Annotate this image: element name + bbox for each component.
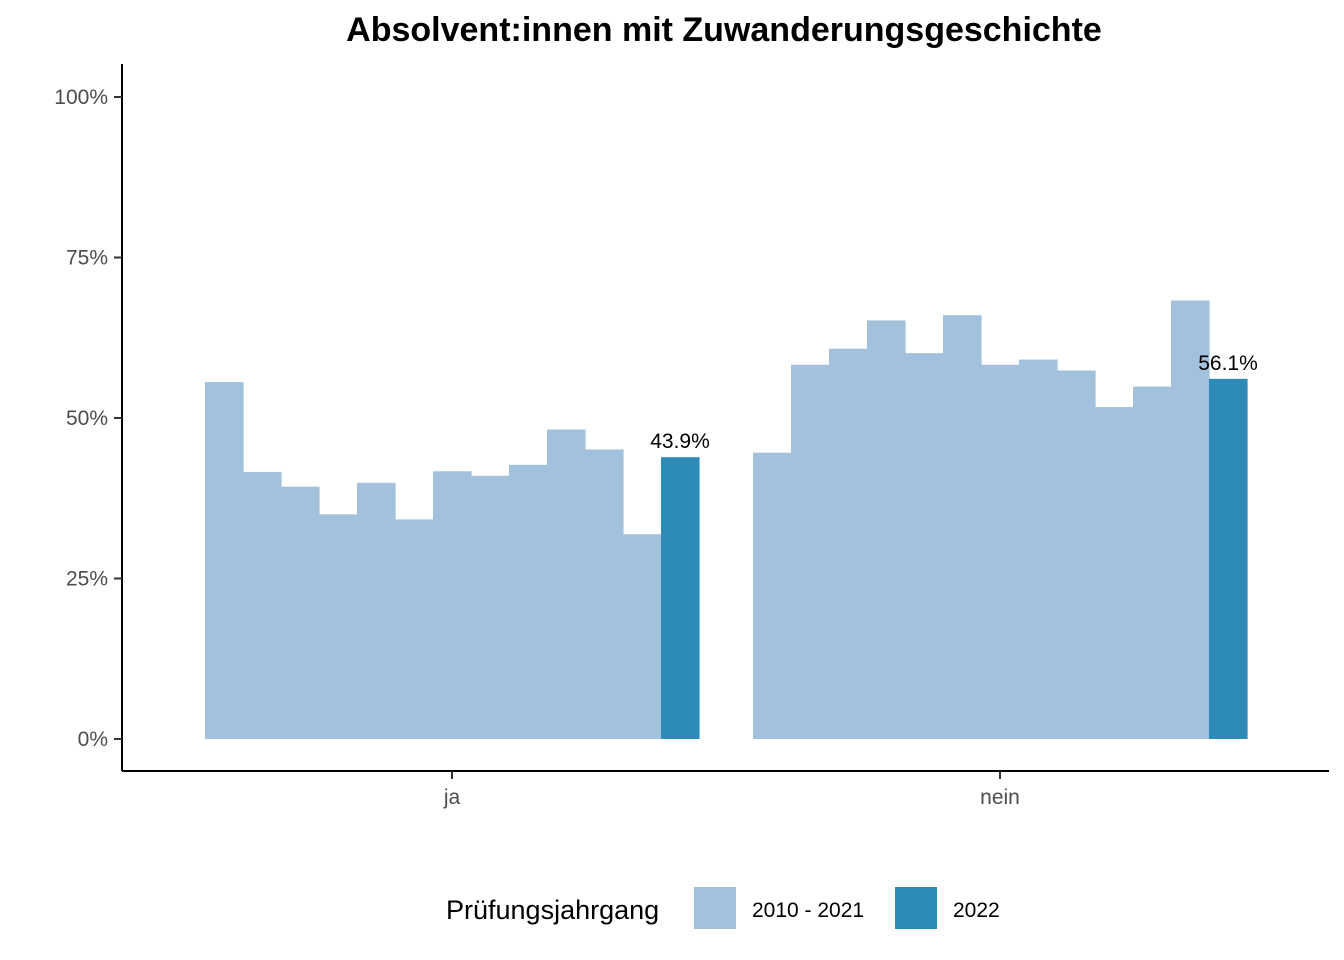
data-label-nein: 56.1% [1198, 352, 1258, 375]
y-tick-label: 75% [66, 247, 108, 270]
legend-title: Prüfungsjahrgang [446, 895, 659, 925]
bar-ja-7 [433, 471, 472, 739]
bar-nein-9 [1057, 370, 1096, 739]
bar-ja-11 [585, 449, 624, 739]
legend: Prüfungsjahrgang 2010 - 2021 2022 [446, 887, 1000, 929]
bar-ja-4 [319, 514, 358, 739]
legend-swatch-2010-2021 [694, 887, 736, 929]
bar-ja-13 [661, 457, 700, 739]
legend-label-2010-2021: 2010 - 2021 [752, 899, 864, 922]
bar-ja-9 [509, 464, 548, 739]
legend-label-2022: 2022 [953, 899, 1000, 922]
bar-nein-6 [943, 315, 982, 739]
y-axis: 0% 25% 50% 75% 100% [54, 86, 122, 751]
bar-nein-12 [1171, 300, 1210, 739]
y-tick-label: 50% [66, 407, 108, 430]
bar-nein-4 [867, 320, 906, 739]
bars-layer [205, 300, 1248, 739]
bar-ja-6 [395, 519, 434, 739]
bar-ja-10 [547, 429, 586, 739]
data-labels-layer: 43.9% 56.1% [650, 352, 1258, 453]
bar-nein-13 [1209, 378, 1248, 739]
data-label-ja: 43.9% [650, 430, 710, 453]
chart-title: Absolvent:innen mit Zuwanderungsgeschich… [346, 11, 1102, 49]
y-tick-label: 100% [54, 86, 108, 109]
x-tick-label-ja: ja [443, 786, 461, 809]
bar-ja-8 [471, 475, 510, 739]
bar-nein-2 [791, 364, 830, 739]
bar-nein-3 [829, 348, 868, 739]
x-axis: ja nein [443, 771, 1020, 809]
bar-ja-12 [623, 534, 662, 739]
bar-ja-2 [243, 471, 282, 739]
x-tick-label-nein: nein [980, 786, 1020, 809]
bar-nein-11 [1133, 386, 1172, 739]
legend-swatch-2022 [895, 887, 937, 929]
bar-ja-1 [205, 382, 244, 739]
bar-nein-5 [905, 353, 944, 739]
bar-nein-1 [753, 452, 792, 739]
y-tick-label: 0% [78, 728, 108, 751]
bar-ja-3 [281, 486, 320, 739]
bar-nein-7 [981, 364, 1020, 739]
bar-ja-5 [357, 482, 396, 739]
bar-nein-10 [1095, 407, 1134, 739]
bar-nein-8 [1019, 359, 1058, 739]
y-tick-label: 25% [66, 568, 108, 591]
